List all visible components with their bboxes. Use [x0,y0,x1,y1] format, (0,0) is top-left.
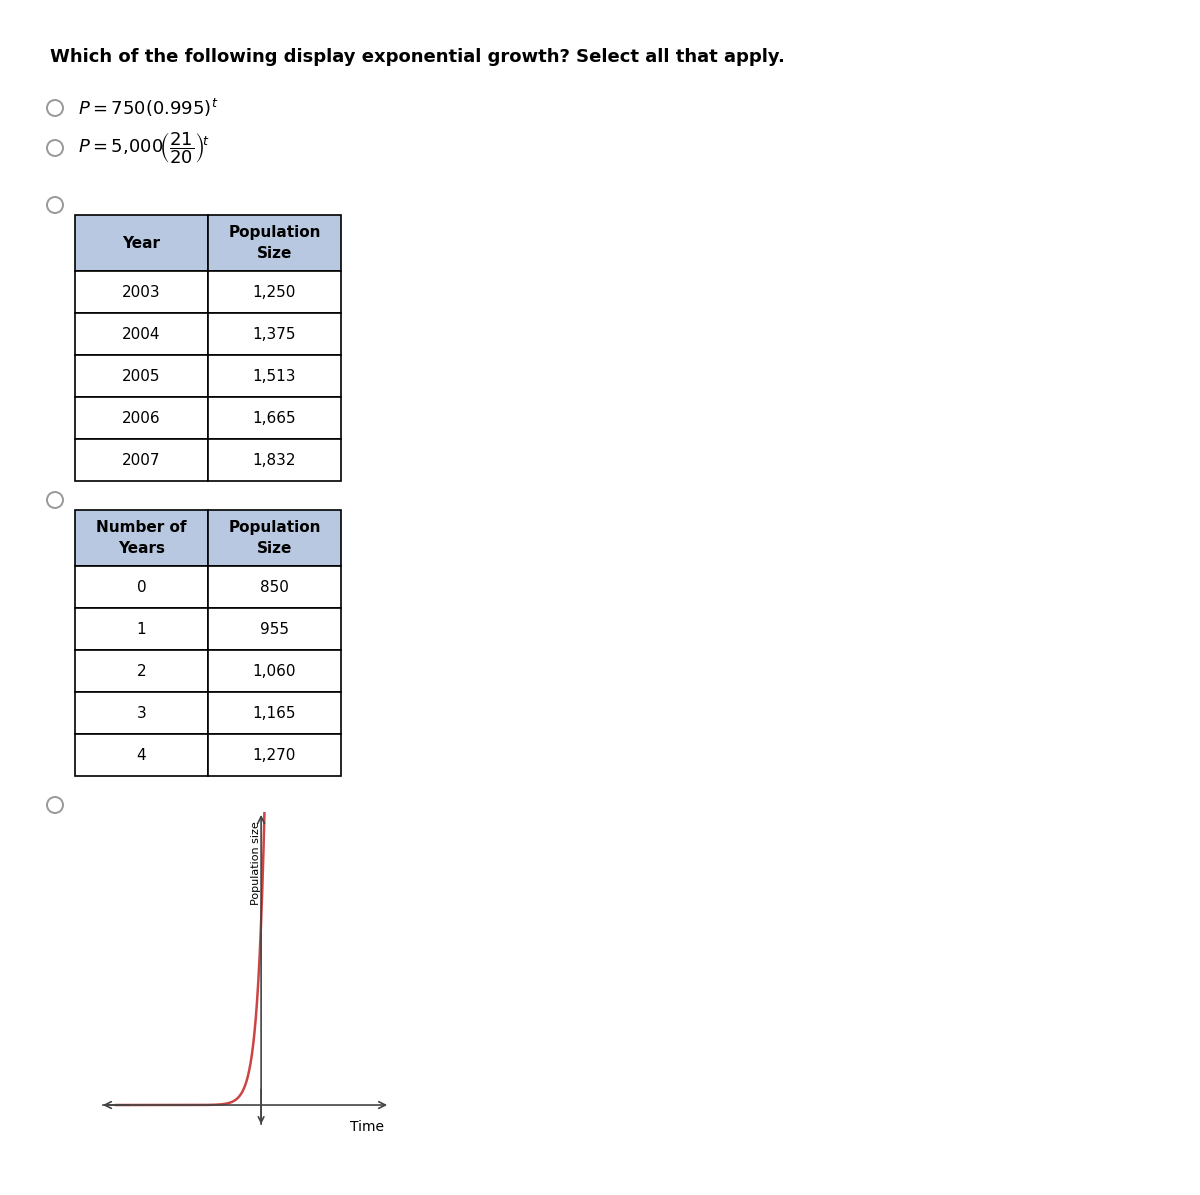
Bar [74,692,208,734]
Bar [208,692,341,734]
Bar [74,313,208,355]
Bar [208,734,341,776]
Bar [208,355,341,397]
Text: $P = 750(0.995)^t$: $P = 750(0.995)^t$ [78,97,218,120]
Text: Population
Size: Population Size [228,225,320,261]
Text: Population
Size: Population Size [228,520,320,556]
Bar [74,566,208,608]
Text: 1,375: 1,375 [253,326,296,342]
Text: 955: 955 [260,621,289,637]
Text: 850: 850 [260,580,289,594]
Text: Population size: Population size [252,821,262,905]
Bar [74,215,208,271]
Text: 1,060: 1,060 [253,663,296,679]
Text: Which of the following display exponential growth? Select all that apply.: Which of the following display exponenti… [50,48,785,66]
Bar [208,215,341,271]
Bar [74,510,208,566]
Text: Year: Year [122,235,161,251]
Text: 1,513: 1,513 [253,368,296,384]
Bar [74,271,208,313]
Bar [208,608,341,650]
Text: Time: Time [349,1120,384,1134]
Text: 2003: 2003 [122,284,161,300]
Bar [208,439,341,482]
Text: 3: 3 [137,705,146,721]
Text: 2: 2 [137,663,146,679]
Bar [74,439,208,482]
Bar [74,734,208,776]
Text: 1,165: 1,165 [253,705,296,721]
Bar [208,650,341,692]
Bar [208,313,341,355]
Text: 1: 1 [137,621,146,637]
Bar [74,397,208,439]
Bar [208,397,341,439]
Text: 1,270: 1,270 [253,748,296,762]
Text: 1,832: 1,832 [253,453,296,467]
Text: 1,250: 1,250 [253,284,296,300]
Bar [74,355,208,397]
Text: Number of
Years: Number of Years [96,520,187,556]
Bar [208,510,341,566]
Text: 1,665: 1,665 [253,411,296,425]
Text: 0: 0 [137,580,146,594]
Text: $P = 5{,}000\!\left(\dfrac{21}{20}\right)^{\!t}$: $P = 5{,}000\!\left(\dfrac{21}{20}\right… [78,130,210,166]
Text: 2005: 2005 [122,368,161,384]
Bar [208,566,341,608]
Bar [74,650,208,692]
Bar [208,271,341,313]
Text: 2006: 2006 [122,411,161,425]
Text: 2007: 2007 [122,453,161,467]
Bar [74,608,208,650]
Text: 4: 4 [137,748,146,762]
Text: 2004: 2004 [122,326,161,342]
